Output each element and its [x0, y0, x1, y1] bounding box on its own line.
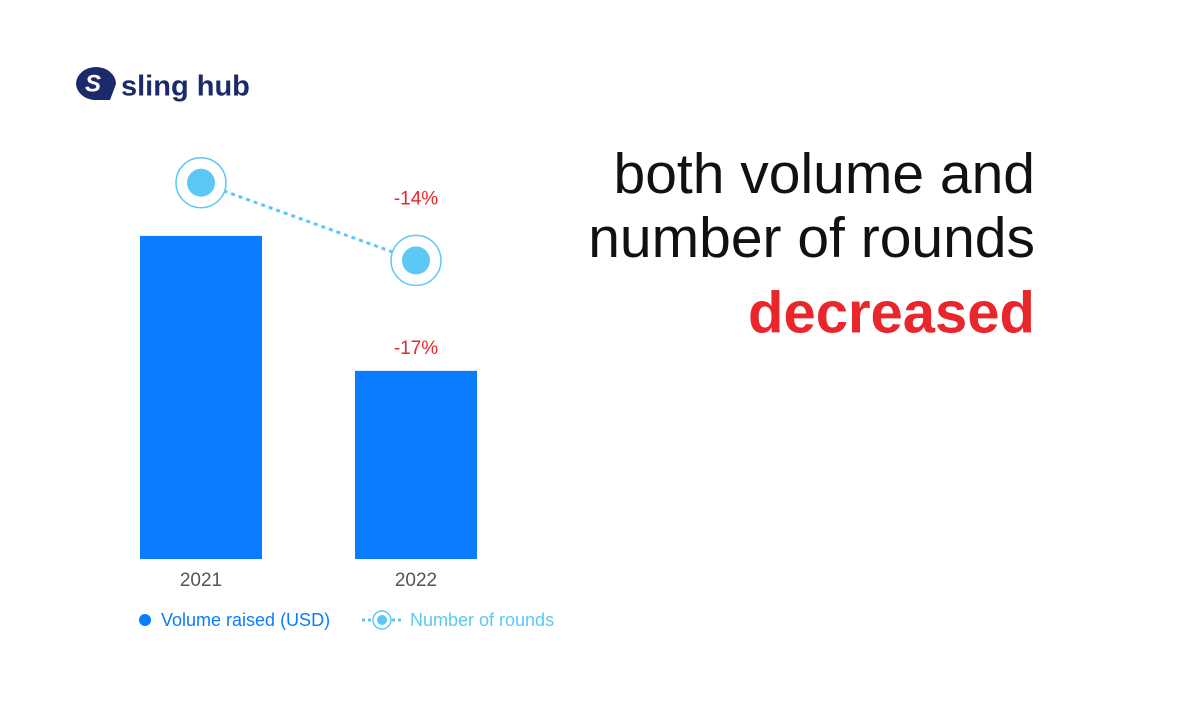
bar: [140, 235, 262, 559]
logo-badge: [76, 67, 116, 100]
logo: S sling hub: [76, 67, 250, 103]
change-label: -17%: [394, 338, 438, 359]
point: [187, 168, 215, 197]
bar: [355, 370, 477, 559]
headline-emphasis: decreased: [748, 280, 1035, 345]
logo-text: sling hub: [121, 71, 250, 103]
legend-swatch: [139, 614, 151, 626]
change-label: -14%: [394, 188, 438, 209]
headline-line: both volume and: [614, 142, 1035, 206]
legend-label: Number of rounds: [410, 610, 554, 630]
x-tick-label: 2021: [180, 570, 222, 591]
legend-label: Volume raised (USD): [161, 610, 330, 630]
x-tick-label: 2022: [395, 570, 437, 591]
chart: 2021 2022 -17% -14% Volume raised (USD) Numbe…: [139, 156, 554, 630]
logo-initial: S: [85, 70, 101, 97]
legend-swatch: [377, 615, 387, 625]
headline-line: number of rounds: [588, 206, 1035, 270]
point: [402, 246, 430, 275]
line: [200, 181, 417, 262]
